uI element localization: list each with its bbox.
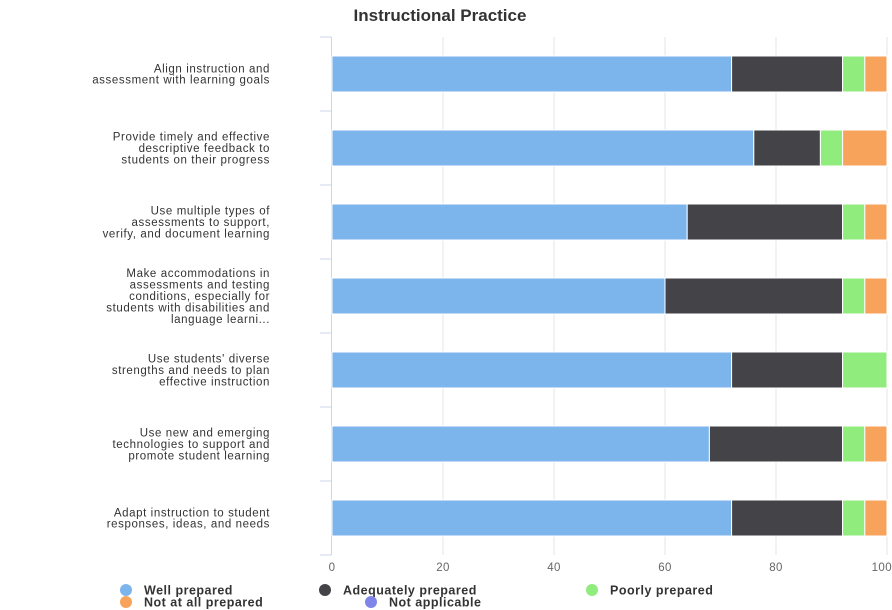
legend-swatch: [120, 596, 132, 608]
x-tick-label-40: 40: [547, 562, 561, 574]
category-label-5: Use new and emerging technologies to supp…: [113, 428, 271, 463]
legend[interactable]: Well prepared Adequately prepared Poorly p…: [120, 584, 713, 610]
legend-label: Not at all prepared: [144, 596, 263, 610]
bar-segment-not-at-all-prepared-6[interactable]: [864, 499, 888, 537]
x-tick-label-80: 80: [769, 562, 783, 574]
y-axis: [320, 36, 332, 556]
bar-segment-poorly-prepared-2[interactable]: [842, 203, 866, 241]
category-label-line: assessment with learning goals: [92, 75, 270, 87]
legend-label: Well prepared: [144, 584, 233, 598]
chart-title: Instructional Practice: [354, 6, 527, 25]
x-tick-label-60: 60: [658, 562, 672, 574]
bar-segment-poorly-prepared-1[interactable]: [819, 129, 844, 167]
category-label-line: responses, ideas, and needs: [107, 519, 270, 531]
bar-segment-well-prepared-0[interactable]: [331, 55, 733, 93]
bar-segment-adequately-prepared-3[interactable]: [664, 277, 844, 315]
legend-item-not-applicable[interactable]: Not applicable: [365, 596, 481, 610]
bar-segment-not-at-all-prepared-1[interactable]: [842, 129, 888, 167]
category-label-line: Use students' diverse: [148, 354, 270, 366]
bar-segment-poorly-prepared-6[interactable]: [842, 499, 866, 537]
bar-segment-poorly-prepared-5[interactable]: [842, 425, 866, 463]
category-label-line: assessments to support,: [132, 217, 270, 229]
bar-segment-adequately-prepared-4[interactable]: [731, 351, 844, 389]
category-label-3: Make accommodations in assessments and te…: [106, 268, 270, 326]
category-label-line: Align instruction and: [154, 63, 270, 75]
x-tick-label-20: 20: [436, 562, 450, 574]
bar-segment-adequately-prepared-5[interactable]: [708, 425, 844, 463]
category-label-line: conditions, especially for: [129, 291, 270, 303]
category-label-line: promote student learning: [128, 450, 270, 462]
x-tick-label-100: 100: [872, 562, 892, 574]
legend-swatch: [365, 596, 377, 608]
bar-segment-not-at-all-prepared-3[interactable]: [864, 277, 888, 315]
bar-segment-well-prepared-6[interactable]: [331, 499, 733, 537]
bar-segment-not-at-all-prepared-5[interactable]: [864, 425, 888, 463]
bar-segment-well-prepared-3[interactable]: [331, 277, 666, 315]
bar-segment-poorly-prepared-0[interactable]: [842, 55, 866, 93]
bar-segment-not-at-all-prepared-2[interactable]: [864, 203, 888, 241]
legend-item-adequately-prepared[interactable]: Adequately prepared: [319, 584, 477, 598]
bar-segment-poorly-prepared-4[interactable]: [842, 351, 888, 389]
category-label-line: Use multiple types of: [151, 206, 271, 218]
bar-segment-well-prepared-2[interactable]: [331, 203, 688, 241]
category-label-line: Use new and emerging: [140, 428, 270, 440]
category-label-0: Align instruction and assessment with lea…: [92, 63, 270, 86]
category-label-line: language learni...: [171, 314, 270, 326]
category-label-line: strengths and needs to plan: [112, 365, 270, 377]
bar-segment-not-at-all-prepared-0[interactable]: [864, 55, 888, 93]
x-tick-label-0: 0: [329, 562, 336, 574]
bar-segment-adequately-prepared-1[interactable]: [753, 129, 821, 167]
category-label-line: verify, and document learning: [103, 228, 270, 240]
legend-item-not-at-all-prepared[interactable]: Not at all prepared: [120, 596, 263, 610]
legend-label: Not applicable: [389, 596, 481, 610]
category-label-line: Provide timely and effective: [113, 132, 270, 144]
category-label-2: Use multiple types of assessments to supp…: [103, 206, 271, 241]
legend-swatch: [319, 584, 331, 596]
category-label-line: Make accommodations in: [126, 268, 270, 280]
bar-segment-poorly-prepared-3[interactable]: [842, 277, 866, 315]
bar-segment-well-prepared-4[interactable]: [331, 351, 733, 389]
legend-item-well-prepared[interactable]: Well prepared: [120, 584, 233, 598]
category-label-1: Provide timely and effective descriptive …: [113, 132, 270, 167]
legend-swatch: [586, 584, 598, 596]
legend-swatch: [120, 584, 132, 596]
category-labels: Align instruction and assessment with lea…: [92, 63, 271, 530]
bars: [331, 55, 888, 537]
legend-label: Adequately prepared: [343, 584, 477, 598]
category-label-line: descriptive feedback to: [139, 143, 270, 155]
category-label-line: technologies to support and: [113, 439, 271, 451]
category-label-line: students with disabilities and: [106, 302, 270, 314]
category-label-4: Use students' diverse strengths and needs…: [112, 354, 270, 389]
bar-segment-well-prepared-1[interactable]: [331, 129, 755, 167]
legend-label: Poorly prepared: [610, 584, 713, 598]
x-tick-labels: 0 20 40 60 80 100: [329, 562, 892, 574]
category-label-line: Adapt instruction to student: [114, 507, 270, 519]
category-label-line: effective instruction: [159, 376, 270, 388]
category-label-line: students on their progress: [121, 154, 270, 166]
category-label-6: Adapt instruction to student responses, i…: [107, 507, 270, 530]
category-label-line: assessments and testing: [130, 280, 270, 292]
bar-segment-adequately-prepared-0[interactable]: [731, 55, 844, 93]
bar-segment-adequately-prepared-2[interactable]: [686, 203, 844, 241]
bar-segment-well-prepared-5[interactable]: [331, 425, 710, 463]
legend-item-poorly-prepared[interactable]: Poorly prepared: [586, 584, 713, 598]
bar-segment-adequately-prepared-6[interactable]: [731, 499, 844, 537]
